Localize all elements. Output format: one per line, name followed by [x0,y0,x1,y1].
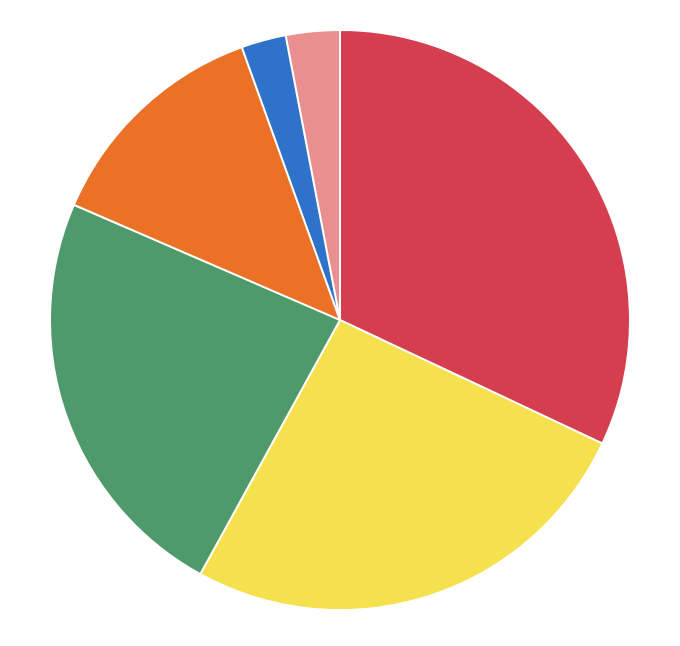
pie-chart-svg [0,0,680,646]
pie-chart [0,0,680,646]
